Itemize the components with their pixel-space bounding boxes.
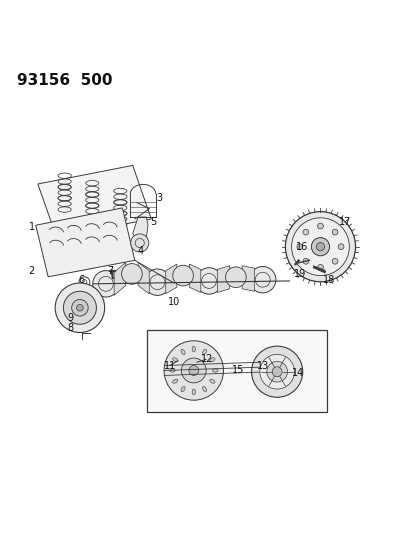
Circle shape: [63, 291, 96, 324]
Polygon shape: [36, 208, 135, 277]
Polygon shape: [133, 217, 147, 242]
Circle shape: [331, 229, 337, 235]
Circle shape: [249, 266, 275, 293]
Text: 7: 7: [107, 266, 113, 277]
Ellipse shape: [180, 349, 185, 354]
Circle shape: [302, 229, 308, 235]
Circle shape: [195, 268, 222, 294]
Ellipse shape: [209, 379, 214, 383]
Ellipse shape: [172, 358, 178, 362]
Bar: [147, 330, 326, 411]
Circle shape: [271, 367, 281, 377]
Circle shape: [251, 346, 302, 397]
Text: 18: 18: [322, 274, 334, 285]
Text: 93156  500: 93156 500: [17, 74, 112, 88]
Circle shape: [131, 234, 148, 252]
Text: 13: 13: [256, 361, 268, 372]
Text: 12: 12: [200, 354, 213, 365]
Text: 14: 14: [291, 368, 303, 378]
Ellipse shape: [202, 349, 206, 354]
Text: 5: 5: [150, 217, 156, 227]
Text: 10: 10: [167, 296, 180, 306]
Ellipse shape: [180, 386, 185, 392]
Circle shape: [337, 244, 343, 249]
Circle shape: [225, 267, 246, 287]
Circle shape: [55, 283, 104, 333]
Text: 2: 2: [28, 266, 35, 277]
Circle shape: [291, 218, 349, 276]
Circle shape: [311, 238, 329, 256]
Text: 11: 11: [164, 360, 176, 370]
Text: 9: 9: [68, 313, 74, 323]
Ellipse shape: [169, 369, 175, 372]
Ellipse shape: [202, 386, 206, 392]
Text: 3: 3: [156, 193, 162, 204]
Circle shape: [317, 223, 323, 229]
Circle shape: [302, 259, 308, 264]
Ellipse shape: [212, 369, 218, 372]
Circle shape: [188, 366, 198, 375]
Circle shape: [121, 264, 142, 284]
Polygon shape: [217, 265, 229, 293]
Text: 15: 15: [231, 366, 244, 375]
Ellipse shape: [192, 389, 195, 395]
Circle shape: [317, 264, 323, 270]
Ellipse shape: [192, 346, 195, 352]
Polygon shape: [242, 265, 254, 291]
Text: 6: 6: [78, 274, 84, 285]
Polygon shape: [114, 262, 126, 295]
Circle shape: [181, 358, 206, 383]
Circle shape: [316, 243, 324, 251]
Circle shape: [331, 259, 337, 264]
Circle shape: [144, 269, 170, 295]
Circle shape: [93, 271, 119, 297]
Polygon shape: [38, 165, 151, 237]
Ellipse shape: [209, 358, 214, 362]
Circle shape: [71, 300, 88, 316]
Text: 19: 19: [293, 269, 305, 279]
Polygon shape: [138, 262, 149, 294]
Text: 17: 17: [338, 217, 351, 227]
Circle shape: [76, 304, 83, 311]
Text: 1: 1: [28, 222, 35, 232]
Circle shape: [164, 341, 223, 400]
Polygon shape: [189, 264, 200, 293]
Polygon shape: [165, 264, 176, 294]
Text: 4: 4: [138, 246, 144, 256]
Ellipse shape: [172, 379, 178, 383]
Circle shape: [296, 244, 302, 249]
Circle shape: [172, 265, 193, 286]
Circle shape: [259, 354, 294, 389]
Circle shape: [285, 212, 355, 282]
Text: 16: 16: [295, 241, 307, 252]
Circle shape: [266, 361, 287, 382]
Text: 8: 8: [68, 324, 74, 334]
